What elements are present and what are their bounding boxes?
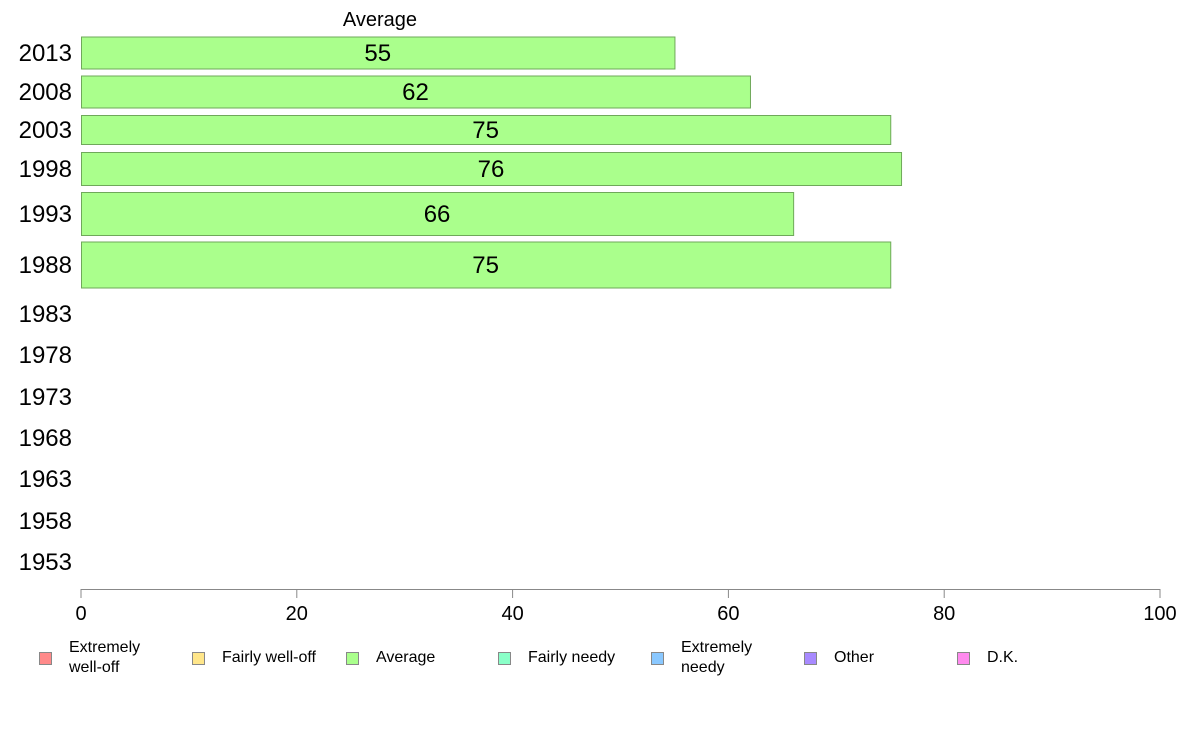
bar-value-label: 76 (478, 156, 505, 183)
legend-swatch (804, 651, 817, 665)
legend-item: Fairly needy (498, 638, 615, 678)
y-tick-label: 1973 (19, 384, 72, 411)
bar (81, 75, 751, 109)
legend-swatch (192, 651, 205, 665)
legend-swatch (346, 651, 359, 665)
legend-item: Other (804, 638, 874, 678)
x-tick-label: 40 (501, 603, 523, 625)
x-axis: 0 20 40 60 80 100 (75, 589, 1177, 625)
legend-item: Average (346, 638, 435, 678)
y-tick-label: 2008 (19, 79, 72, 106)
y-tick-label: 2013 (19, 40, 72, 67)
y-tick-label: 1998 (19, 156, 72, 183)
bar-value-label: 62 (402, 79, 429, 106)
y-tick-label: 1983 (19, 301, 72, 328)
y-tick-label: 1953 (19, 549, 72, 576)
bar-value-label: 75 (472, 117, 499, 144)
legend-swatch (39, 651, 52, 665)
bar-chart: Average 55 62 75 76 66 75 2013 2008 2003 1998 199… (19, 9, 1177, 625)
legend-item: D.K. (957, 638, 1018, 678)
legend-item: Extremely needy (651, 638, 752, 678)
legend-item: Fairly well-off (192, 638, 316, 678)
x-tick-label: 80 (933, 603, 955, 625)
legend-swatch (498, 651, 511, 665)
chart-title: Average (343, 9, 417, 31)
legend-label: Average (376, 649, 436, 666)
bar-value-label: 66 (424, 201, 451, 228)
x-tick-label: 20 (286, 603, 308, 625)
bar (81, 115, 892, 145)
y-tick-label: 1958 (19, 508, 72, 535)
legend-label: Fairly needy (528, 649, 616, 666)
y-tick-label: 2003 (19, 117, 72, 144)
bar (81, 192, 795, 236)
y-tick-label: 1978 (19, 342, 72, 369)
legend-label: Extremely well-off (69, 639, 141, 676)
bar (81, 152, 903, 186)
y-tick-label: 1963 (19, 466, 72, 493)
legend-label: Extremely needy (681, 639, 753, 676)
legend-item: Extremely well-off (39, 638, 140, 678)
x-tick-label: 100 (1143, 603, 1176, 625)
y-tick-label: 1993 (19, 201, 72, 228)
legend-label: Other (834, 649, 875, 666)
bar-value-label: 75 (472, 252, 499, 279)
legend-label: Fairly well-off (222, 649, 316, 666)
y-tick-label: 1968 (19, 425, 72, 452)
bars-group: 55 62 75 76 66 75 (81, 36, 903, 289)
y-axis-labels: 2013 2008 2003 1998 1993 1988 1983 1978 1973 1968… (19, 40, 72, 576)
legend-swatch (651, 651, 664, 665)
y-tick-label: 1988 (19, 252, 72, 279)
legend: Extremely well-off Fairly well-off Average… (0, 636, 1188, 686)
x-tick-label: 0 (75, 603, 86, 625)
x-tick-label: 60 (717, 603, 739, 625)
legend-label: D.K. (987, 649, 1019, 666)
bar (81, 241, 892, 289)
legend-swatch (957, 651, 970, 665)
bar-value-label: 55 (364, 40, 391, 67)
bar (81, 36, 676, 70)
